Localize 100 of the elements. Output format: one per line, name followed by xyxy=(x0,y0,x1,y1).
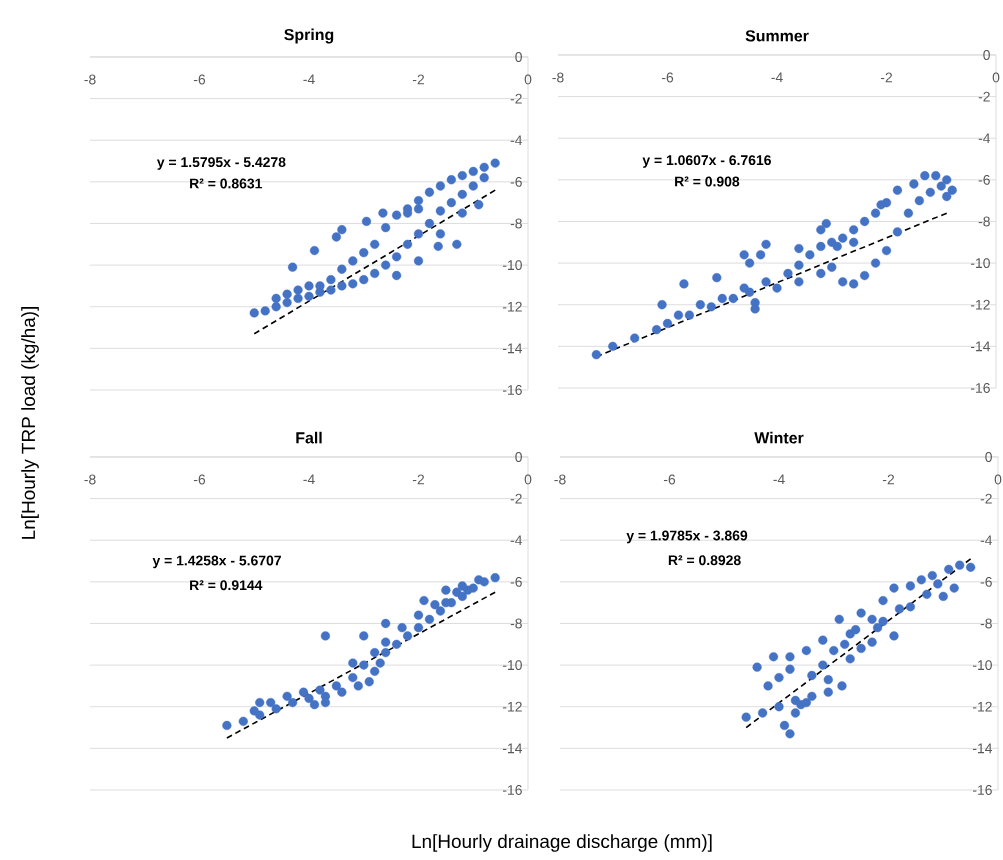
point xyxy=(657,300,667,310)
point xyxy=(909,179,919,189)
point xyxy=(662,318,673,329)
point xyxy=(752,662,762,672)
annotation: R² = 0.8631 xyxy=(190,178,263,189)
x-tick-label: -4 xyxy=(303,474,315,485)
point xyxy=(870,258,881,268)
point xyxy=(947,185,957,195)
point xyxy=(452,587,462,597)
point xyxy=(309,700,320,710)
point xyxy=(249,706,259,716)
point xyxy=(728,293,738,304)
y-tick-label: -12 xyxy=(970,299,990,310)
point xyxy=(413,610,424,620)
x-tick-label: -8 xyxy=(554,474,566,485)
point xyxy=(955,560,965,570)
y-tick-label: -8 xyxy=(978,216,990,227)
point xyxy=(916,575,926,585)
point xyxy=(348,672,358,683)
point xyxy=(298,687,309,697)
point xyxy=(774,702,784,712)
x-tick-label: -6 xyxy=(661,72,674,83)
point xyxy=(892,185,903,195)
y-tick-label: -2 xyxy=(510,493,522,504)
point xyxy=(441,585,451,595)
point xyxy=(468,166,478,177)
point xyxy=(816,268,826,279)
point xyxy=(837,681,847,691)
point xyxy=(608,341,618,351)
point xyxy=(381,260,391,270)
point xyxy=(433,241,443,251)
point xyxy=(304,291,314,301)
y-tick-label: 0 xyxy=(985,452,992,462)
point xyxy=(755,250,766,260)
point xyxy=(287,697,298,708)
x-tick-label: -8 xyxy=(552,72,564,83)
point xyxy=(348,279,358,289)
point xyxy=(774,672,784,683)
point xyxy=(651,325,662,335)
point xyxy=(785,664,795,674)
point xyxy=(271,302,281,312)
point xyxy=(282,297,292,308)
x-tick-label: -4 xyxy=(773,474,785,485)
point xyxy=(942,191,952,202)
y-tick-label: -16 xyxy=(502,385,522,395)
point xyxy=(856,643,866,654)
point xyxy=(845,654,855,664)
y-tick-label: -12 xyxy=(502,301,522,312)
x-tick-label: -2 xyxy=(412,474,425,485)
y-tick-label: -4 xyxy=(510,135,523,146)
y-tick-label: -14 xyxy=(502,743,523,754)
point xyxy=(331,681,341,691)
point xyxy=(381,618,391,629)
point xyxy=(794,260,804,270)
point xyxy=(816,241,826,252)
y-tick-label: -14 xyxy=(502,343,523,354)
point xyxy=(931,171,941,181)
point xyxy=(419,595,429,606)
point xyxy=(860,216,870,227)
point xyxy=(370,268,380,279)
point xyxy=(304,693,314,704)
point xyxy=(392,252,402,262)
point xyxy=(430,600,440,610)
point xyxy=(457,208,467,218)
chart-title: Fall xyxy=(296,431,322,444)
point xyxy=(894,604,905,614)
point xyxy=(745,258,755,268)
point xyxy=(949,583,959,593)
point xyxy=(892,227,903,237)
point xyxy=(474,200,484,210)
point xyxy=(878,616,888,626)
point xyxy=(717,293,727,304)
point xyxy=(838,277,848,287)
point xyxy=(816,225,826,235)
point xyxy=(922,589,932,599)
point xyxy=(944,564,954,574)
point xyxy=(823,675,833,685)
point xyxy=(479,162,489,172)
point xyxy=(293,293,303,304)
point xyxy=(933,579,943,589)
x-tick-label: -2 xyxy=(412,74,425,85)
point xyxy=(304,281,314,291)
point xyxy=(591,350,601,360)
point xyxy=(925,187,935,197)
annotation: R² = 0.8928 xyxy=(668,555,741,566)
point xyxy=(695,300,705,310)
y-tick-label: -10 xyxy=(970,258,990,269)
annotation: y = 1.9785x - 3.869 xyxy=(626,530,748,544)
point xyxy=(757,708,768,718)
y-tick-label: -4 xyxy=(980,535,993,546)
point xyxy=(838,233,848,243)
point xyxy=(818,635,828,645)
point xyxy=(293,285,303,295)
point xyxy=(315,685,325,695)
y-tick-label: 0 xyxy=(515,452,522,462)
point xyxy=(424,218,435,229)
point xyxy=(413,204,424,214)
y-tick-label: -8 xyxy=(510,218,522,229)
y-tick-label: -8 xyxy=(510,618,522,629)
annotation: y = 1.0607x - 6.7616 xyxy=(642,155,771,168)
